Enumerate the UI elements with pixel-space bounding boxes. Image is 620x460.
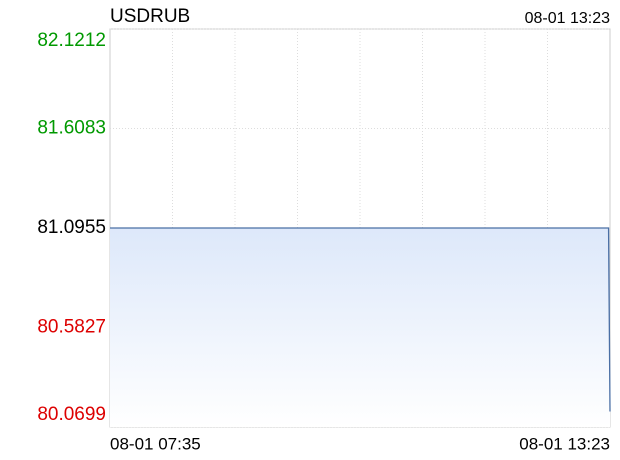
chart-title: USDRUB [110,6,190,27]
y-tick-label: 80.5827 [37,317,106,338]
y-tick-label: 81.0955 [37,217,106,238]
y-tick-label: 80.0699 [37,404,106,425]
y-tick-label: 82.1212 [37,30,106,51]
area-fill [110,228,610,427]
x-tick-label: 08-01 13:23 [519,434,610,453]
price-line [110,227,611,412]
x-tick-label: 08-01 07:35 [110,434,201,453]
y-tick-label: 81.6083 [37,118,106,139]
update-time: 08-01 13:23 [525,10,611,27]
